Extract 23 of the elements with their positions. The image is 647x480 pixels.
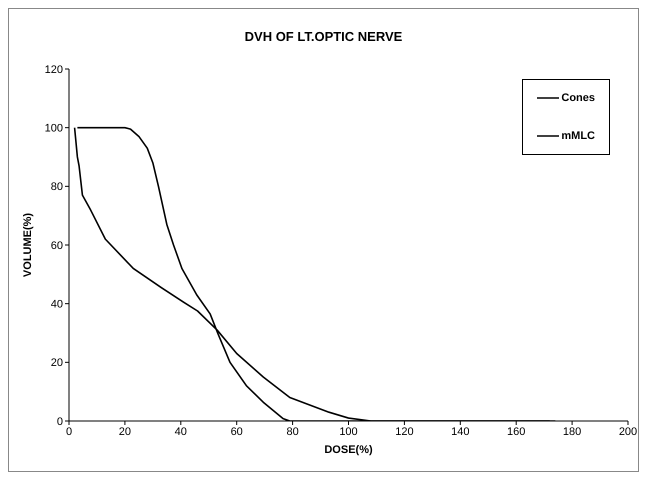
x-tick-label: 20 (118, 426, 132, 438)
y-tick-label: 120 (44, 64, 63, 76)
x-tick-label: 60 (230, 426, 243, 438)
x-tick-label: 140 (451, 426, 470, 438)
y-axis-title: VOLUME(%) (22, 212, 34, 278)
x-tick-label: 100 (339, 426, 358, 438)
x-tick-label: 0 (66, 426, 72, 438)
legend-label: Cones (561, 92, 595, 104)
y-tick-label: 60 (50, 240, 63, 252)
x-axis-title: DOSE(%) (324, 444, 373, 456)
y-tick-label: 0 (56, 416, 63, 428)
chart-title: DVH OF LT.OPTIC NERVE (244, 29, 404, 44)
y-tick-label: 80 (50, 181, 63, 194)
x-tick-label: 160 (507, 426, 526, 438)
x-tick-label: 200 (618, 426, 638, 438)
x-tick-label: 40 (174, 426, 187, 438)
legend-label: mMLC (561, 130, 595, 142)
x-tick-label: 180 (562, 426, 582, 438)
x-tick-label: 120 (395, 426, 414, 438)
y-tick-label: 100 (44, 122, 63, 135)
y-tick-label: 40 (50, 298, 63, 311)
x-tick-label: 80 (286, 426, 299, 438)
y-tick-label: 20 (50, 357, 63, 370)
